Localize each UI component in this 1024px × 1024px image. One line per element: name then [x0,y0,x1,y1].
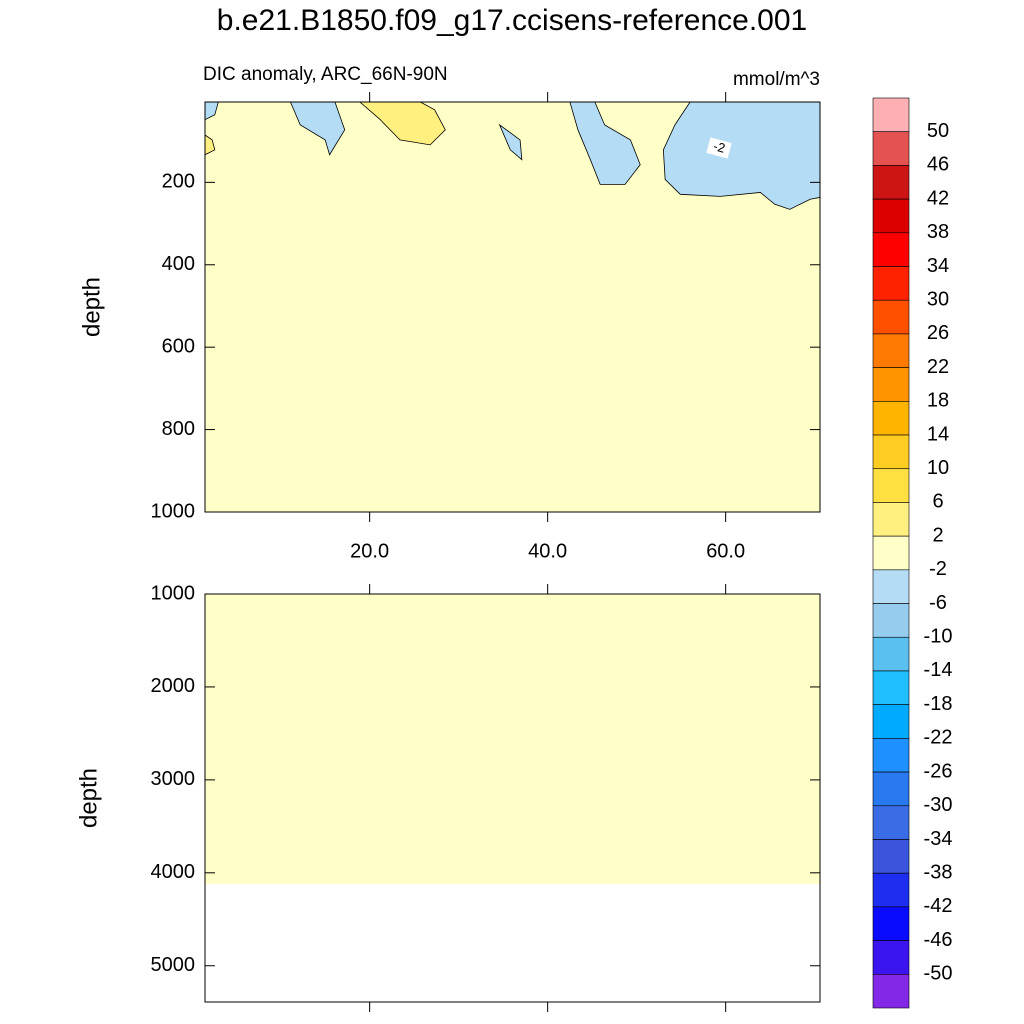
colorbar-label: -38 [924,861,953,883]
colorbar-box [872,232,910,267]
colorbar-label: -2 [929,558,947,580]
colorbar-box [872,940,910,975]
y-tick-label: 800 [162,418,195,440]
x-tick-label: 60.0 [706,540,745,562]
contour-region [359,102,446,146]
contour-region [205,102,820,512]
subtitle: DIC anomaly, ARC_66N-90N [203,64,448,85]
colorbar-label: 30 [927,289,949,311]
contour-label: -2 [712,138,727,155]
colorbar-box [872,401,910,436]
y-tick-label: 5000 [151,954,196,976]
colorbar-label: -10 [924,626,953,648]
colorbar-label: -50 [924,963,953,985]
y-tick-label: 3000 [151,768,196,790]
colorbar-box [872,569,910,604]
colorbar-label: 26 [927,322,949,344]
colorbar-label: 10 [927,457,949,479]
colorbar-label: 46 [927,154,949,176]
contour-region [569,102,641,185]
colorbar-box [872,502,910,537]
y-tick-label: 400 [162,253,195,275]
colorbar-label: 22 [927,356,949,378]
colorbar-box [872,468,910,503]
contour-region [290,102,346,156]
chart-title: b.e21.B1850.f09_g17.ccisens-reference.00… [217,4,807,37]
colorbar-label: 38 [927,221,949,243]
colorbar-box [872,198,910,234]
x-tick-label: 40.0 [528,540,567,562]
colorbar-label: 34 [927,255,949,277]
colorbar-label: 50 [927,120,949,142]
contour-region [205,594,820,884]
colorbar-box [872,97,910,133]
colorbar-box [872,738,910,773]
colorbar-box [872,434,910,470]
y-axis-label: depth [75,768,102,828]
colorbar-box [872,906,910,941]
colorbar-label: 6 [932,491,943,513]
colorbar-label: -6 [929,592,947,614]
colorbar-box [872,333,910,368]
colorbar-label: 2 [932,524,943,546]
colorbar-label: -18 [924,693,953,715]
contour-region [498,123,523,161]
colorbar-label: -42 [924,895,953,917]
y-tick-label: 2000 [151,675,196,697]
y-tick-label: 4000 [151,861,196,883]
colorbar-label: 18 [927,390,949,412]
colorbar-label: 42 [927,187,949,209]
y-tick-label: 600 [162,335,195,357]
colorbar-label: -46 [924,929,953,951]
colorbar-box [872,872,910,908]
colorbar-box [872,535,910,571]
y-tick-label: 1000 [151,582,196,604]
contour-region [662,102,820,210]
plot-area [205,102,820,512]
colorbar-box [872,805,910,840]
plot-frame [204,593,821,1003]
colorbar-box [872,973,910,1009]
colorbar-label: -22 [924,727,953,749]
colorbar-label: -26 [924,760,953,782]
colorbar-box [872,670,910,705]
colorbar-box [872,603,910,638]
contour-region [205,102,219,121]
colorbar-box [872,704,910,739]
colorbar-label: -30 [924,794,953,816]
y-axis-label: depth [78,277,105,337]
colorbar-box [872,266,910,301]
x-tick-label: 20.0 [350,540,389,562]
plot-frame [204,101,821,513]
colorbar-label: -14 [924,659,953,681]
units: mmol/m^3 [733,69,820,90]
y-tick-label: 200 [162,171,195,193]
contour-label-bg [706,137,732,159]
colorbar-box [872,839,910,874]
colorbar-box [872,367,910,402]
colorbar-box [872,131,910,166]
colorbar-label: -34 [924,828,953,850]
colorbar-box [872,299,910,335]
colorbar-box [872,771,910,807]
colorbar-box [872,636,910,672]
plot-area [205,594,820,884]
y-tick-label: 1000 [151,500,196,522]
contour-region [205,134,216,156]
colorbar-label: 14 [927,423,949,445]
colorbar-box [872,165,910,200]
